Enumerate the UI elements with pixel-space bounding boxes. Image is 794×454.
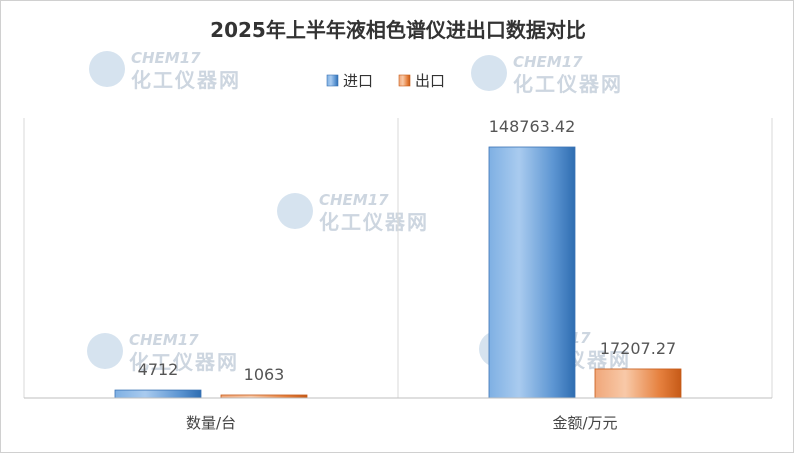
watermark-text-en: CHEM17	[131, 49, 201, 67]
legend-label-import: 进口	[343, 72, 373, 90]
watermark-text-cn: 化工仪器网	[513, 72, 623, 96]
watermark-globe-icon	[87, 333, 123, 369]
watermark-text-cn: 化工仪器网	[129, 350, 239, 374]
legend-swatch-export	[398, 74, 411, 87]
watermark-globe-icon	[471, 55, 507, 91]
bars-group: 4712 148763.42 1063 17207.27	[114, 117, 682, 399]
watermark-text-en: CHEM17	[319, 191, 389, 209]
bar-import-amount	[488, 146, 576, 399]
category-label-quantity: 数量/台	[186, 414, 236, 432]
value-label-export-quantity: 1063	[244, 365, 285, 384]
value-label-import-amount: 148763.42	[489, 117, 576, 136]
category-label-amount: 金额/万元	[552, 414, 617, 432]
chart-title: 2025年上半年液相色谱仪进出口数据对比	[210, 18, 586, 42]
bar-import-quantity	[114, 389, 202, 399]
watermark-text-cn: 化工仪器网	[131, 68, 241, 92]
legend-swatch-import	[326, 74, 339, 87]
legend: 进口 出口	[326, 72, 445, 90]
watermark-globe-icon	[89, 51, 125, 87]
bar-export-amount	[594, 368, 682, 399]
value-label-import-quantity: 4712	[138, 360, 179, 379]
watermark-globe-icon	[277, 193, 313, 229]
legend-label-export: 出口	[415, 72, 445, 90]
value-label-export-amount: 17207.27	[600, 339, 676, 358]
watermark-text-cn: 化工仪器网	[319, 210, 429, 234]
watermark-text-en: CHEM17	[129, 331, 199, 349]
watermark-text-en: CHEM17	[513, 53, 583, 71]
